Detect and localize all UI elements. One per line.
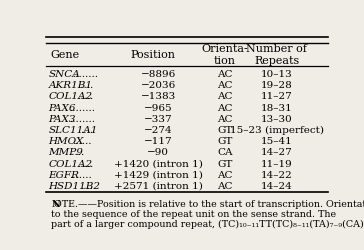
Text: HSD11B2: HSD11B2 [48,181,100,190]
Text: Position: Position [130,50,175,60]
Text: ....: .... [80,126,93,134]
Text: MMP9: MMP9 [48,148,83,157]
Text: AC: AC [217,70,232,78]
Text: part of a larger compound repeat, (TC)₁₀₋₁₁TT(TC)₈₋₁₁(TA)₇₋₉(CA)₁₀₋₁₃.: part of a larger compound repeat, (TC)₁₀… [51,219,364,228]
Text: AKR1B1: AKR1B1 [48,81,92,90]
Text: ....: .... [80,181,93,190]
Text: −274: −274 [144,126,173,134]
Text: .....: ..... [78,81,94,90]
Text: .......: ....... [69,170,92,179]
Text: +1429 (intron 1): +1429 (intron 1) [114,170,203,179]
Text: .....: ..... [78,92,94,101]
Text: CA: CA [217,148,232,157]
Text: AC: AC [217,103,232,112]
Text: 19–28: 19–28 [261,81,293,90]
Text: AC: AC [217,181,232,190]
Text: −90: −90 [147,148,169,157]
Text: 13–30: 13–30 [261,114,293,123]
Text: −117: −117 [144,136,173,145]
Text: N: N [51,199,60,208]
Text: PAX3: PAX3 [48,114,76,123]
Text: OTE.——Position is relative to the start of transcription. Orientation refers: OTE.——Position is relative to the start … [54,199,364,208]
Text: 11–19: 11–19 [261,159,293,168]
Text: ......: ...... [72,136,91,145]
Text: 10–13: 10–13 [261,70,293,78]
Text: 11–27: 11–27 [261,92,293,101]
Text: 14–24: 14–24 [261,181,293,190]
Text: COL1A2: COL1A2 [48,92,92,101]
Text: SNCA: SNCA [48,70,80,78]
Text: −965: −965 [144,103,173,112]
Text: Orienta-
tion: Orienta- tion [201,44,248,66]
Text: ........: ........ [72,70,98,78]
Text: PAX6: PAX6 [48,103,76,112]
Text: 15–23 (imperfect): 15–23 (imperfect) [230,125,324,134]
Text: −8896: −8896 [141,70,176,78]
Text: Number of
Repeats: Number of Repeats [246,44,307,66]
Text: +1420 (intron 1): +1420 (intron 1) [114,159,203,168]
Text: 15–41: 15–41 [261,136,293,145]
Text: GT: GT [217,159,232,168]
Text: ........: ........ [69,103,95,112]
Text: −2036: −2036 [141,81,176,90]
Text: .....: ..... [78,159,94,168]
Text: ........: ........ [69,114,95,123]
Text: GT: GT [217,136,232,145]
Text: 18–31: 18–31 [261,103,293,112]
Text: to the sequence of the repeat unit on the sense strand. The: to the sequence of the repeat unit on th… [51,209,339,218]
Text: −337: −337 [144,114,173,123]
Text: Gene: Gene [51,50,80,60]
Text: AC: AC [217,114,232,123]
Text: COL1A2: COL1A2 [48,159,92,168]
Text: −1383: −1383 [141,92,176,101]
Text: AC: AC [217,92,232,101]
Text: AC: AC [217,170,232,179]
Text: SLC11A1: SLC11A1 [48,126,98,134]
Text: +2571 (intron 1): +2571 (intron 1) [114,181,203,190]
Text: EGFR: EGFR [48,170,79,179]
Text: AC: AC [217,81,232,90]
Text: GT: GT [217,126,232,134]
Text: 14–27: 14–27 [261,148,293,157]
Text: HMOX: HMOX [48,136,84,145]
Text: .....: ..... [68,148,84,157]
Text: 14–22: 14–22 [261,170,293,179]
